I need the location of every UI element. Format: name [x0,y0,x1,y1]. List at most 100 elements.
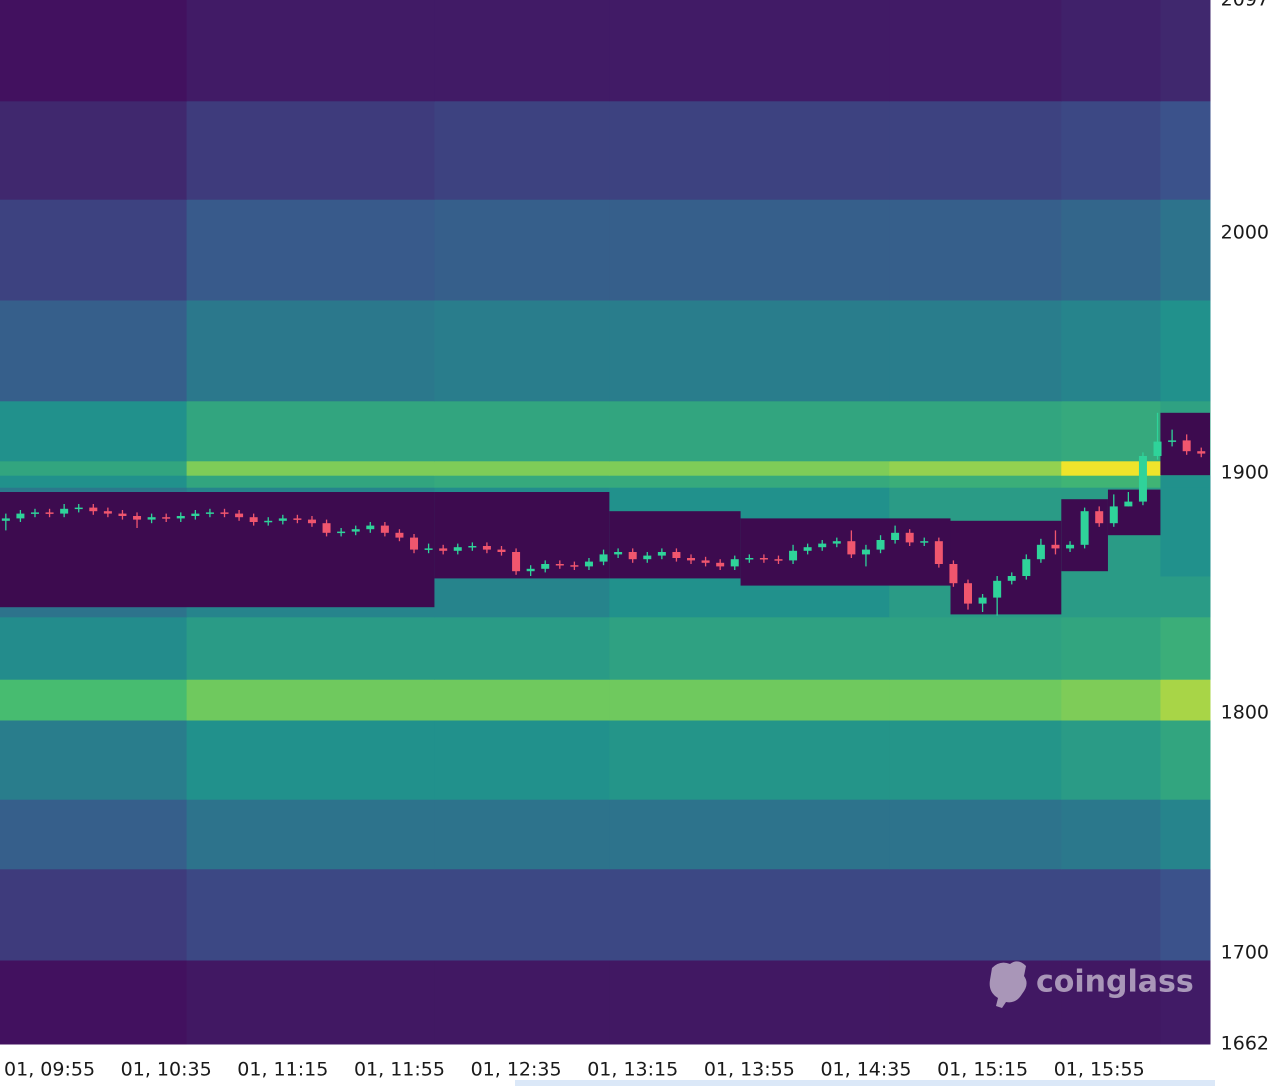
x-tick-label: 01, 11:55 [354,1059,445,1081]
candle-body [16,513,25,519]
candle-body [380,525,389,533]
heat-cell [186,199,435,301]
candle-body [803,547,812,551]
candle-body [74,507,83,510]
watermark-text: coinglass [1036,965,1194,1000]
heat-cell [1061,960,1161,1045]
y-tick-label: 2097 [1221,0,1269,11]
heat-cell [1061,300,1161,402]
candle-body [293,518,302,520]
candle-body [599,554,608,562]
heat-cell [609,799,890,870]
heat-cell [609,0,890,102]
candle-body [1080,511,1089,545]
y-tick-label: 1662 [1221,1033,1269,1055]
candle-body [745,558,754,560]
heat-cell [1061,720,1161,800]
candle-body [322,523,331,533]
candle-body [278,518,287,521]
heat-cell [0,799,188,870]
candle-body [993,580,1002,598]
heat-cell [1160,199,1211,301]
candle-body [1051,544,1060,549]
heat-cell [434,400,610,462]
x-tick-label: 01, 13:15 [587,1059,678,1081]
heat-cell [186,400,435,462]
heat-cell [434,868,610,961]
heat-cell [434,300,610,402]
heat-cell [186,460,435,476]
heat-cell [186,475,435,488]
heat-cell [434,616,610,680]
heat-cell [1061,475,1161,488]
candle-body [1036,544,1045,560]
candle-body [949,564,958,584]
heat-cell [1160,576,1211,618]
candle-body [205,512,214,514]
heat-cell [1061,868,1161,961]
heat-cell [609,868,890,961]
heat-cell [889,799,1062,870]
heat-cell [1061,460,1161,476]
y-tick-label: 1900 [1221,461,1269,483]
heat-cell [186,300,435,402]
candle-body [162,517,171,519]
cleared-zone [740,518,951,586]
heat-cell [1160,868,1211,961]
candle-body [1022,559,1031,576]
x-tick-label: 01, 15:55 [1054,1059,1145,1081]
candle-body [468,546,477,548]
candle-body [1138,456,1147,502]
cleared-zone [434,492,610,579]
heat-cell [889,868,1062,961]
candle-body [351,529,360,532]
candle-body [964,583,972,604]
heat-cell [1160,475,1211,488]
candle-body [1197,451,1206,454]
candle-body [934,541,943,564]
candle-body [759,558,768,560]
candle-body [337,531,346,534]
heat-cell [434,0,610,102]
heat-cell [186,679,435,721]
heat-cell [889,100,1062,200]
candle-body [1182,440,1191,452]
cleared-zone [0,492,435,608]
candle-body [453,547,462,551]
candle-body [876,540,885,550]
heat-cell [1160,679,1211,721]
heat-cell [1160,960,1211,1045]
candle-body [891,532,900,540]
candle-body [1153,441,1162,456]
heat-cell [889,475,1062,488]
heat-cell [889,0,1062,102]
heat-cell [0,720,188,800]
heat-cell [0,100,188,200]
heat-cell [0,679,188,721]
heat-cell [1061,0,1161,102]
heat-cell [434,475,610,488]
candles [1,412,1206,616]
candle-body [191,513,200,516]
candle-body [1066,544,1075,549]
candle-body [147,517,156,520]
heat-cell [434,100,610,200]
heat-cell [1160,616,1211,680]
heat-cell [1160,0,1211,102]
candle-body [176,516,185,519]
heat-cell [1160,300,1211,402]
candle-body [643,555,652,560]
y-tick-label: 1700 [1221,941,1269,963]
heat-cell [0,460,188,476]
candle-body [847,541,856,555]
candle-body [628,552,637,560]
candle-body [614,552,623,555]
candle-body [133,516,142,520]
candle-body [541,564,550,569]
heat-cell [1061,100,1161,200]
heat-cell [609,475,890,488]
candle-body [1007,576,1016,581]
heat-cell [0,616,188,680]
candle-body [512,552,521,572]
